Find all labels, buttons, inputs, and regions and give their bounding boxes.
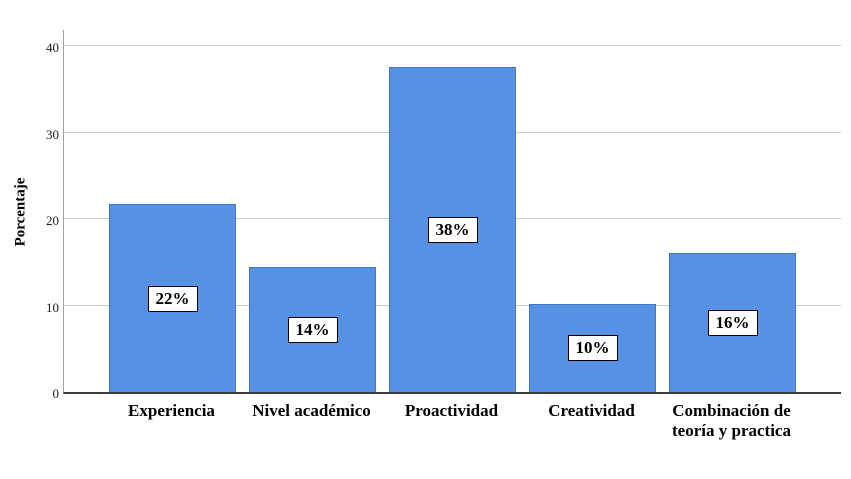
y-tick-label-40: 40 [46,40,59,55]
y-tick-label-30: 30 [46,126,59,142]
x-category-label-3: Creatividad [548,401,635,420]
bar-1: 14% [249,267,376,392]
gridline-40 [64,45,841,46]
x-category-label-4: Combinación de teoría y practica [672,401,791,440]
bar-value-label-4: 16% [707,309,758,336]
y-tick-label-10: 10 [46,299,59,315]
y-tick-label-20: 20 [46,213,59,228]
x-axis-labels: Experiencia Nivel académico Proactividad Cr… [0,401,851,479]
bar-0: 22% [109,204,236,392]
bar-value-label-3: 10% [567,335,618,362]
y-tick-label-0: 0 [52,386,60,401]
bar-2: 38% [389,66,516,392]
plot-area: 22% 14% 38% 10% 16% [63,30,841,394]
x-category-label-2: Proactividad [404,401,499,420]
bar-3: 10% [529,303,656,392]
bar-value-label-0: 22% [147,285,198,312]
bar-value-label-2: 38% [427,216,478,243]
bar-4: 16% [669,252,796,392]
y-axis-ticks: 0 10 20 30 40 [0,0,59,479]
x-category-label-1: Nivel académico [252,401,371,420]
x-category-label-0: Experiencia [128,401,215,420]
bar-value-label-1: 14% [287,317,338,344]
